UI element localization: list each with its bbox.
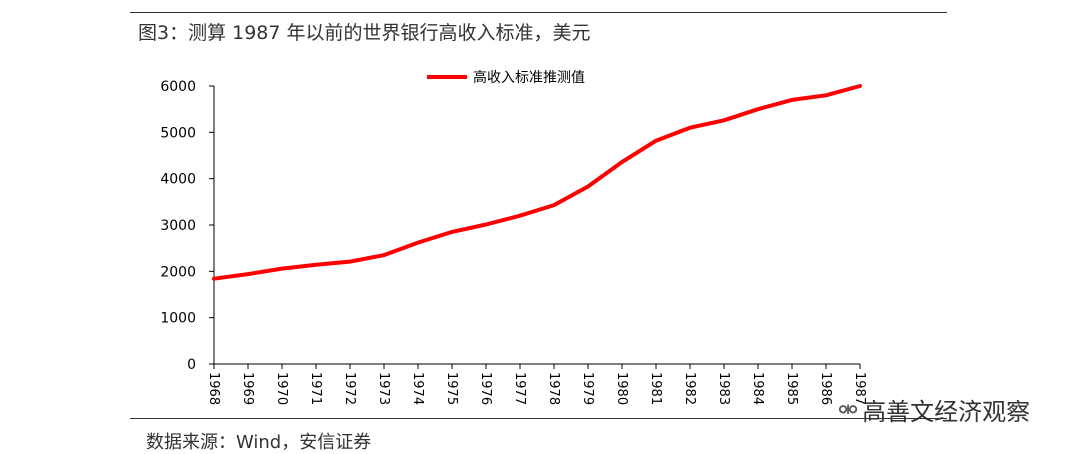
x-tick-label: 1979 (580, 372, 595, 405)
y-tick-label: 0 (187, 357, 196, 373)
y-tick-label: 1000 (160, 311, 196, 327)
x-tick-label: 1972 (342, 372, 357, 405)
x-tick-label: 1974 (410, 372, 425, 405)
x-tick-label: 1982 (682, 372, 697, 405)
x-tick-label: 1978 (546, 372, 561, 405)
data-point (553, 204, 555, 206)
data-point (383, 254, 385, 256)
wechat-icon: ⚮ (838, 395, 859, 424)
y-tick-label: 5000 (160, 125, 196, 141)
y-tick-label: 4000 (160, 172, 196, 188)
data-point (723, 119, 725, 121)
x-tick-label: 1976 (478, 372, 493, 405)
x-tick-label: 1973 (376, 372, 391, 405)
chart-axes (213, 86, 860, 365)
x-tick-label: 1969 (240, 372, 255, 405)
x-tick-label: 1980 (614, 372, 629, 405)
watermark-text: 高善文经济观察 (862, 398, 1031, 426)
x-tick-label: 1981 (648, 372, 663, 405)
source-note: 数据来源：Wind，安信证券 (146, 432, 372, 453)
top-rule (130, 12, 947, 13)
x-tick-label: 1986 (818, 372, 833, 405)
watermark: ⚮ 高善文经济观察 (838, 392, 1030, 427)
figure-title: 图3：测算 1987 年以前的世界银行高收入标准，美元 (138, 22, 591, 44)
data-point (689, 127, 691, 129)
data-point (621, 161, 623, 163)
x-tick-label: 1977 (512, 372, 527, 405)
x-tick-label: 1971 (308, 372, 323, 405)
y-tick-label: 6000 (160, 79, 196, 95)
data-point (417, 242, 419, 244)
x-tick-label: 1975 (444, 372, 459, 405)
data-point (485, 224, 487, 226)
chart-legend: 高收入标准推测值 (427, 69, 585, 86)
data-point (825, 94, 827, 96)
y-tick-label: 3000 (160, 218, 196, 234)
x-tick-label: 1970 (274, 372, 289, 405)
data-point (791, 99, 793, 101)
data-point (519, 215, 521, 217)
data-point (859, 85, 861, 87)
x-tick-label: 1984 (750, 372, 765, 405)
chart-series (212, 84, 862, 281)
x-axis-ticks: 1968 1969 1970 1971 1972 1973 1974 1975 1976 1977… (206, 364, 867, 405)
data-point (213, 278, 215, 280)
x-tick-label: 1968 (206, 372, 221, 405)
legend-label: 高收入标准推测值 (473, 69, 585, 86)
x-tick-label: 1987 (852, 372, 867, 405)
data-point (247, 273, 249, 275)
x-tick-label: 1983 (716, 372, 731, 405)
y-axis-ticks: 0 1000 2000 3000 4000 5000 6000 (160, 79, 214, 373)
bottom-rule (130, 418, 947, 419)
data-point (655, 140, 657, 142)
data-point (587, 186, 589, 188)
data-point (315, 264, 317, 266)
y-tick-label: 2000 (160, 264, 196, 280)
data-point (281, 268, 283, 270)
x-tick-label: 1985 (784, 372, 799, 405)
data-point (349, 261, 351, 263)
data-point (757, 108, 759, 110)
data-point (451, 231, 453, 233)
series-line (212, 84, 862, 281)
